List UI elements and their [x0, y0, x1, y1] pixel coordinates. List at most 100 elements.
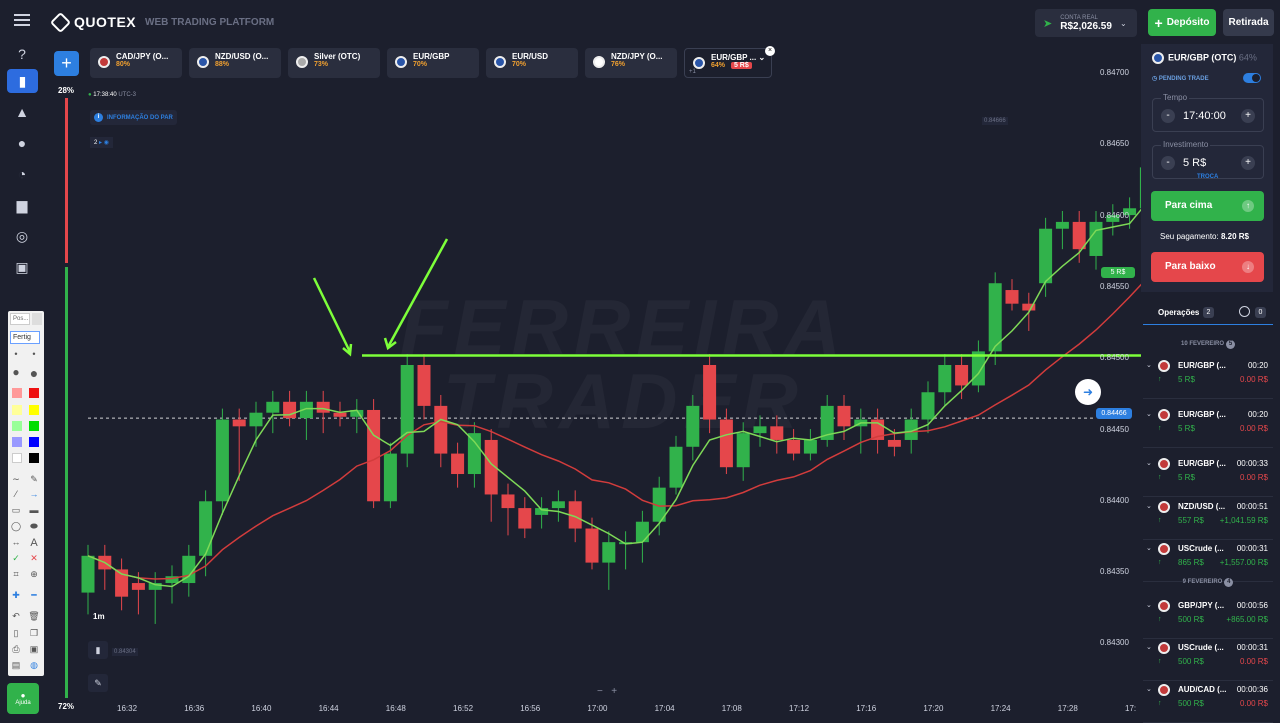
plus-icon[interactable]: + [1241, 109, 1255, 123]
toolbox-handle[interactable] [32, 313, 42, 325]
asset-tab-eurusd[interactable]: EUR/USD 70% [486, 48, 578, 78]
print-icon[interactable]: ⎙ [12, 644, 20, 654]
copy-icon[interactable]: ❐ [29, 628, 39, 638]
account-selector[interactable]: ➤ CONTA REAL R$2,026.59 ⌄ [1035, 9, 1137, 37]
investment-field-value[interactable]: 5 R$ [1183, 157, 1207, 169]
filled-ellipse-icon[interactable]: ⬬ [30, 521, 38, 531]
asset-tab-cadjpy[interactable]: CAD/JPY (O... 80% [90, 48, 182, 78]
chevron-down-icon[interactable]: ⌄ [1146, 644, 1152, 651]
asset-tab-eurgbp-active[interactable]: EUR/GBP ... ⌄ 64% 5 R$ × +1 [684, 46, 775, 78]
save-icon[interactable]: ▣ [29, 644, 39, 654]
text-icon[interactable]: A [30, 537, 38, 549]
trash-icon[interactable]: 🗑 [28, 611, 40, 621]
zoom-controls[interactable]: − + [597, 686, 617, 697]
timeframe-label[interactable]: 1m [93, 612, 105, 621]
deposit-button[interactable]: + Depósito [1148, 9, 1216, 36]
pending-trade-toggle[interactable] [1243, 73, 1261, 83]
color-swatch-blue[interactable] [29, 437, 39, 447]
operation-item[interactable]: ⌄ EUR/GBP (... 00:20 ↑ 5 R$ 0.00 R$ [1143, 355, 1273, 399]
toolbox-position[interactable]: Pos... [10, 313, 30, 325]
chevron-down-icon[interactable]: ⌄ [1146, 362, 1152, 369]
investment-field[interactable]: Investimento -5 R$ + [1152, 140, 1264, 179]
withdraw-button[interactable]: Retirada [1223, 9, 1274, 36]
double-arrow-icon[interactable]: ↔ [11, 537, 21, 547]
x-icon[interactable]: ✕ [30, 553, 38, 563]
color-swatch-red[interactable] [29, 388, 39, 398]
globe-icon[interactable]: ◍ [30, 660, 38, 670]
zoom-in-icon[interactable]: + [611, 686, 618, 697]
crop-icon[interactable]: ⌗ [13, 569, 19, 579]
color-swatch-lightyellow[interactable] [12, 405, 22, 415]
color-swatch-yellow[interactable] [29, 405, 39, 415]
ellipse-icon[interactable]: ◯ [10, 521, 22, 531]
pie-chart-icon[interactable]: ◔ [17, 166, 27, 182]
arrow-line-icon[interactable]: → [29, 489, 39, 499]
chart-icon[interactable]: ▮ [7, 69, 38, 93]
pair-info-button[interactable]: i INFORMAÇÃO DO PAR [90, 110, 177, 125]
line-icon[interactable]: ⁄ [15, 489, 17, 499]
put-button[interactable]: Para baixo ↓ [1151, 252, 1264, 282]
call-button[interactable]: Para cima ↑ [1151, 191, 1264, 221]
check-icon[interactable]: ✓ [12, 553, 20, 563]
user-icon[interactable]: ● [17, 135, 27, 151]
minus-icon[interactable]: ━ [31, 590, 37, 600]
tab-pending-clock-icon[interactable] [1239, 306, 1250, 317]
menu-icon[interactable] [14, 14, 30, 26]
tab-operations[interactable]: Operações [1158, 308, 1200, 317]
chevron-down-icon[interactable]: ⌄ [1146, 686, 1152, 693]
asset-tab-silver[interactable]: Silver (OTC) 73% [288, 48, 380, 78]
indicators-badge[interactable]: 2 ▸ ◉ [90, 137, 113, 148]
operation-item[interactable]: ⌄ USCrude (... 00:00:31 ↑ 865 R$ +1,557.00 R$ [1143, 538, 1273, 582]
filled-rectangle-icon[interactable]: ▬ [29, 505, 39, 515]
operation-item[interactable]: ⌄ EUR/GBP (... 00:20 ↑ 5 R$ 0.00 R$ [1143, 404, 1273, 448]
time-field[interactable]: Tempo -17:40:00 + [1152, 93, 1264, 132]
asset-tab-nzdusd[interactable]: NZD/USD (O... 88% [189, 48, 281, 78]
dot-medium-icon[interactable]: • [32, 349, 36, 359]
asset-tab-eurgbp[interactable]: EUR/GBP 70% [387, 48, 479, 78]
dot-small-icon[interactable]: • [14, 349, 18, 359]
help-button[interactable]: ● Ajuda [7, 683, 39, 714]
signal-icon[interactable]: ◎ [15, 227, 29, 244]
drawing-tools-button[interactable]: ✎ [88, 674, 108, 692]
operation-item[interactable]: ⌄ EUR/GBP (... 00:00:33 ↑ 5 R$ 0.00 R$ [1143, 453, 1273, 497]
dot-xlarge-icon[interactable]: ● [29, 365, 39, 381]
color-swatch-black[interactable] [29, 453, 39, 463]
dot-large-icon[interactable]: ● [12, 365, 20, 379]
minus-icon[interactable]: - [1161, 156, 1175, 170]
graduation-cap-icon[interactable]: ▲ [15, 104, 29, 120]
toolbox-font[interactable]: Fertig [10, 331, 40, 344]
close-icon[interactable]: × [765, 46, 775, 56]
curve-icon[interactable]: ∼ [12, 474, 20, 484]
new-file-icon[interactable]: ▯ [13, 628, 19, 638]
gift-icon[interactable]: ▣ [15, 258, 29, 275]
scroll-to-now-button[interactable]: ➜ [1075, 379, 1101, 405]
time-field-value[interactable]: 17:40:00 [1183, 110, 1226, 122]
chevron-down-icon[interactable]: ⌄ [1146, 602, 1152, 609]
minus-icon[interactable]: - [1161, 109, 1175, 123]
leaderboard-icon[interactable]: ▆ [16, 196, 28, 213]
operation-item[interactable]: ⌄ GBP/JPY (... 00:00:56 ↑ 500 R$ +865.00 R$ [1143, 595, 1273, 639]
chart-type-button[interactable]: ▮ [88, 641, 108, 659]
asset-tab-nzdjpy[interactable]: NZD/JPY (O... 76% [585, 48, 677, 78]
panel-asset[interactable]: EUR/GBP (OTC) 64% [1152, 52, 1257, 64]
add-asset-button[interactable]: + [54, 51, 79, 76]
plus-icon[interactable]: + [1241, 156, 1255, 170]
zoom-out-icon[interactable]: − [597, 686, 603, 697]
operation-item[interactable]: ⌄ USCrude (... 00:00:31 ↑ 500 R$ 0.00 R$ [1143, 637, 1273, 681]
chevron-down-icon[interactable]: ⌄ [1146, 460, 1152, 467]
chevron-down-icon[interactable]: ⌄ [1146, 503, 1152, 510]
pencil-icon[interactable]: ✎ [30, 474, 38, 484]
chevron-down-icon[interactable]: ⌄ [1146, 545, 1152, 552]
color-swatch-green[interactable] [29, 421, 39, 431]
chevron-down-icon[interactable]: ⌄ [1146, 411, 1152, 418]
zoom-icon[interactable]: ⊕ [30, 569, 38, 579]
operation-item[interactable]: ⌄ NZD/USD (... 00:00:51 ↑ 557 R$ +1,041.59 R$ [1143, 496, 1273, 540]
undo-icon[interactable]: ↶ [12, 611, 20, 621]
switch-link[interactable]: TROCA [1197, 174, 1219, 180]
help-circle-icon[interactable]: ? [18, 46, 26, 62]
rectangle-icon[interactable]: ▭ [11, 505, 21, 515]
operation-item[interactable]: ⌄ AUD/CAD (... 00:00:36 ↑ 500 R$ 0.00 R$ [1143, 679, 1273, 723]
color-swatch-pink[interactable] [12, 388, 22, 398]
color-swatch-lightgreen[interactable] [12, 421, 22, 431]
image-icon[interactable]: ▤ [11, 660, 21, 670]
